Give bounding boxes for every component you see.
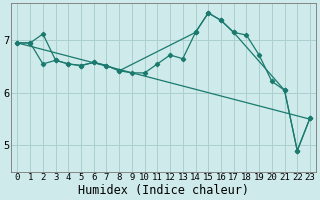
X-axis label: Humidex (Indice chaleur): Humidex (Indice chaleur) bbox=[78, 184, 249, 197]
